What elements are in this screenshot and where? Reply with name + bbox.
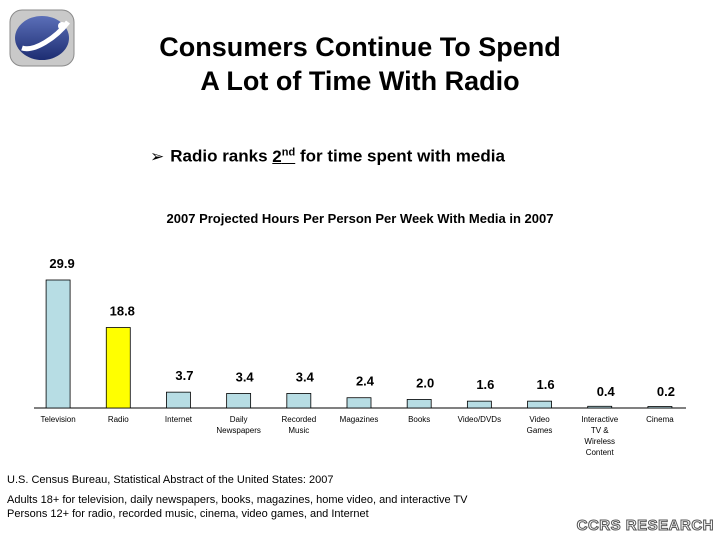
data-label: 18.8 [110,304,135,319]
category-label: Interactive TV & Wireless Content [581,415,618,457]
bar [466,400,492,409]
bullet-rank-number: 2 [272,146,282,166]
bar [105,327,131,409]
bullet-prefix: Radio ranks [170,146,273,166]
data-label: 1.6 [537,377,555,392]
category-label: Television [41,415,76,424]
category-label: Recorded Music [281,415,316,435]
category-label: Internet [165,415,193,424]
bullet-rank: 2nd [272,146,296,166]
bar [406,399,432,409]
data-label: 1.6 [476,377,494,392]
bar [286,393,312,409]
bar [647,406,673,409]
data-label: 3.4 [236,369,255,384]
data-label: 0.4 [597,384,616,399]
data-label: 3.4 [296,369,315,384]
category-label: Magazines [340,415,379,424]
bullet-point: ➢ Radio ranks 2nd for time spent with med… [150,146,590,167]
title-line-2: A Lot of Time With Radio [200,66,520,96]
bar [45,279,71,409]
chart-title: 2007 Projected Hours Per Person Per Week… [166,211,554,226]
category-label: Video Games [527,415,553,435]
category-label: Daily Newspapers [216,415,260,435]
title-line-1: Consumers Continue To Spend [159,32,561,62]
brand-logo: CCRS RESEARCH [576,517,714,535]
data-label: 2.4 [356,374,375,389]
data-label: 29.9 [49,256,74,271]
slide-title: Consumers Continue To Spend A Lot of Tim… [100,30,620,98]
data-label: 0.2 [657,384,675,399]
footnote-line-2: Persons 12+ for radio, recorded music, c… [7,508,369,520]
data-label: 2.0 [416,375,434,390]
category-label: Books [408,415,430,424]
arrow-bullet-icon: ➢ [150,146,165,166]
bullet-rank-suffix: nd [281,146,296,158]
source-note: U.S. Census Bureau, Statistical Abstract… [7,474,334,486]
bar [587,405,613,409]
footnote-line-1: Adults 18+ for television, daily newspap… [7,494,468,506]
bar [226,393,252,409]
bar [527,400,552,409]
bullet-rest: for time spent with media [295,146,505,166]
bar [346,397,372,409]
globe-logo-icon [9,9,75,67]
category-label: Cinema [646,415,674,424]
category-label: Video/DVDs [458,415,501,424]
category-label: Radio [108,415,129,424]
data-label: 3.7 [175,368,193,383]
bar [166,391,191,409]
